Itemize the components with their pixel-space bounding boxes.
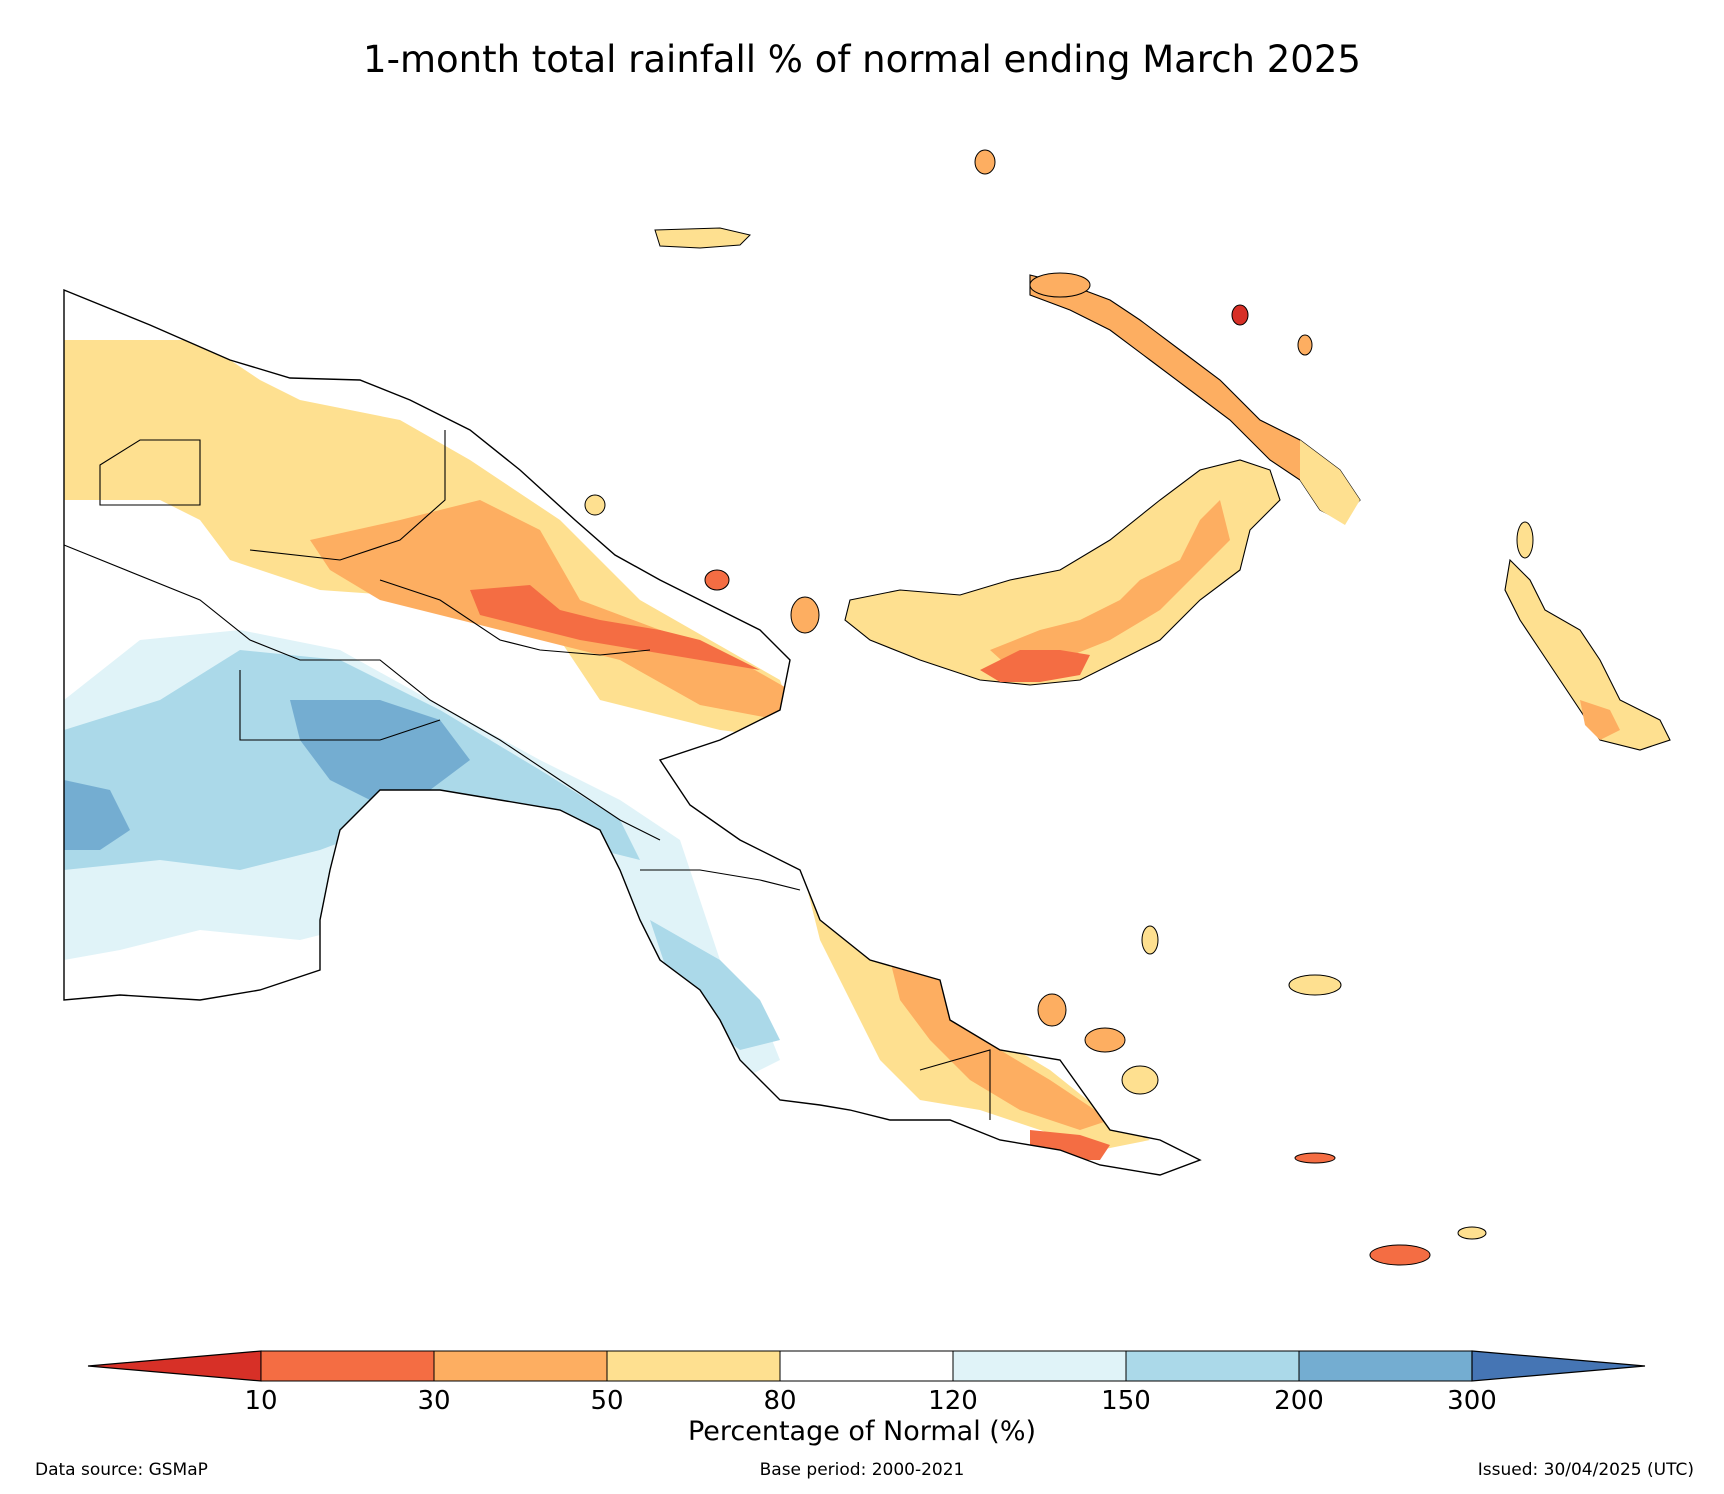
colorbar-bin-120-150 [952,1350,1127,1382]
region-150-200-se [650,920,780,1050]
new-britain [844,459,1281,686]
region-10-30-north [470,585,760,670]
colorbar-tick-label: 80 [763,1386,797,1416]
colorbar [87,1350,1646,1382]
colorbar-bin-150-200 [1125,1350,1300,1382]
colorbar-bin-200-300 [1298,1350,1473,1382]
colorbar-tick-label: 120 [928,1386,978,1416]
bougainville-30-50 [1580,700,1620,740]
small-islands [584,149,1534,1266]
map-title: 1-month total rainfall % of normal endin… [363,38,1361,81]
colorbar-tick-label: 30 [417,1386,451,1416]
colorbar-extend-high [1471,1350,1646,1382]
colorbar-bin-50-80 [606,1350,781,1382]
region-50-80-se [800,860,1150,1150]
bougainville [1504,558,1671,751]
province-boundaries [63,430,991,1120]
manus [654,227,751,249]
colorbar-extend-low [87,1350,262,1382]
colorbar-tick-label: 200 [1274,1386,1324,1416]
colorbar-tick-label: 150 [1101,1386,1151,1416]
region-200-300-west [64,780,130,850]
mainland-outline [63,288,1202,1176]
footer-issued: Issued: 30/04/2025 (UTC) [1477,1460,1694,1480]
colorbar-bin-80-120 [779,1350,954,1382]
colorbar-tick-label: 50 [590,1386,624,1416]
new-britain-30-50 [990,500,1230,668]
new-britain-10-30 [980,650,1090,682]
colorbar-tick-label: 10 [244,1386,278,1416]
mainland-fill [64,290,1200,1160]
colorbar-tick-label: 300 [1447,1386,1497,1416]
colorbar-label: Percentage of Normal (%) [687,1416,1037,1447]
footer-base-period: Base period: 2000-2021 [759,1460,965,1480]
footer-data-source: Data source: GSMaP [35,1460,208,1480]
colorbar-bin-10-30 [260,1350,435,1382]
colorbar-bin-30-50 [433,1350,608,1382]
new-ireland-south [1300,440,1360,525]
